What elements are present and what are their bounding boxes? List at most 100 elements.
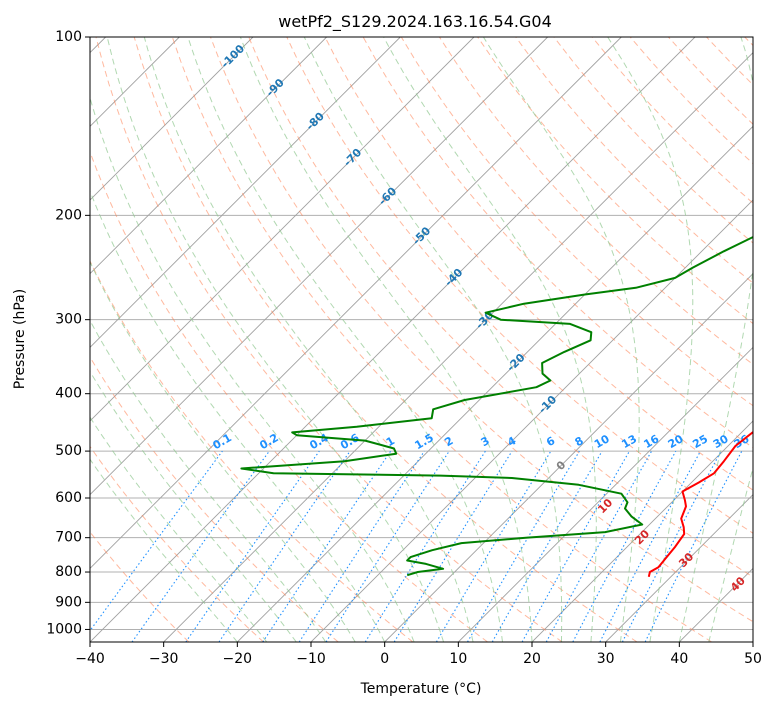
dry-adiabat bbox=[90, 356, 339, 642]
isotherm-label: -50 bbox=[410, 224, 433, 247]
isotherm-label: -10 bbox=[536, 393, 559, 416]
dry-adiabat bbox=[210, 37, 753, 623]
moist-adiabat bbox=[143, 37, 474, 642]
dry-adiabat bbox=[90, 531, 190, 642]
mixing-ratio-line bbox=[599, 450, 701, 642]
isotherm-line bbox=[90, 37, 622, 569]
mixing-ratio-line bbox=[644, 450, 743, 642]
x-tick-label: −30 bbox=[149, 651, 179, 667]
plot-frame bbox=[89, 36, 754, 643]
y-tick-label: 1000 bbox=[46, 621, 82, 637]
mixing-ratio-label: 8 bbox=[573, 434, 586, 449]
mixing-ratio-label: 13 bbox=[619, 432, 639, 451]
dry-adiabat bbox=[286, 37, 753, 534]
isotherm-line bbox=[679, 567, 753, 642]
mixing-ratio-label: 0.4 bbox=[307, 431, 331, 452]
mixing-ratio-line bbox=[325, 450, 450, 642]
dry-adiabat bbox=[706, 37, 753, 86]
mixing-ratio-line bbox=[185, 450, 320, 642]
isotherm-line bbox=[163, 52, 753, 642]
dewpoint-profile bbox=[240, 235, 753, 577]
y-tick-label: 400 bbox=[55, 386, 82, 402]
moist-adiabat bbox=[239, 37, 533, 642]
moist-adiabat bbox=[607, 37, 694, 642]
y-tick-label: 600 bbox=[55, 490, 82, 506]
mixing-ratio-line bbox=[572, 450, 677, 642]
mixing-ratio-line bbox=[90, 450, 223, 632]
isotherm-label: -20 bbox=[504, 351, 527, 374]
x-tick-label: 40 bbox=[670, 651, 688, 667]
mixing-ratio-line bbox=[218, 450, 351, 642]
isotherm-label: -70 bbox=[341, 146, 364, 169]
moist-adiabat bbox=[90, 416, 268, 642]
moist-adiabat bbox=[90, 458, 238, 642]
mixing-ratio-label: 30 bbox=[711, 432, 731, 451]
y-tick-label: 800 bbox=[55, 564, 82, 580]
background-lines bbox=[90, 37, 753, 642]
x-tick-label: 20 bbox=[523, 651, 541, 667]
mixing-ratio-line bbox=[545, 450, 653, 642]
moist-adiabat bbox=[90, 96, 415, 642]
y-tick-label: 100 bbox=[55, 29, 82, 45]
y-axis-label: Pressure (hPa) bbox=[12, 289, 28, 389]
profiles bbox=[240, 235, 753, 578]
dry-adiabat bbox=[90, 445, 264, 642]
isotherm-line bbox=[752, 641, 753, 642]
temperature-profile bbox=[647, 430, 753, 578]
isotherm-line bbox=[90, 37, 696, 642]
x-axis-label: Temperature (°C) bbox=[360, 681, 482, 697]
moist-adiabat bbox=[90, 189, 386, 642]
dry-adiabat bbox=[553, 37, 753, 244]
isotherm-line bbox=[90, 37, 401, 348]
y-tick-label: 900 bbox=[55, 594, 82, 610]
mixing-ratio-label: 0.1 bbox=[210, 431, 233, 452]
y-tick-label: 700 bbox=[55, 530, 82, 546]
isotherm-line bbox=[605, 494, 753, 642]
x-axis: −40 −30 −20 −10 0 10 20 30 40 50 bbox=[75, 642, 762, 667]
dry-adiabat bbox=[95, 37, 563, 642]
isotherm-label: -90 bbox=[264, 76, 287, 99]
mixing-ratio-line bbox=[131, 450, 270, 642]
x-tick-label: 30 bbox=[597, 651, 615, 667]
moist-adiabat-label: 10 bbox=[595, 496, 615, 516]
x-tick-label: −40 bbox=[75, 651, 105, 667]
moist-adiabat bbox=[90, 319, 327, 642]
isotherm-label: -60 bbox=[376, 184, 399, 207]
x-tick-label: −20 bbox=[223, 651, 253, 667]
x-tick-label: 10 bbox=[449, 651, 467, 667]
isotherm-line bbox=[237, 125, 753, 642]
y-tick-label: 500 bbox=[55, 443, 82, 459]
mixing-ratio-line bbox=[521, 450, 630, 642]
dry-adiabat bbox=[171, 37, 712, 642]
moist-adiabat bbox=[90, 370, 297, 642]
mixing-ratio-label: 0.6 bbox=[338, 431, 362, 452]
mixing-ratio-label: 1.5 bbox=[413, 431, 436, 452]
moist-adiabat bbox=[678, 37, 753, 642]
mixing-ratio-label: 6 bbox=[544, 434, 557, 449]
mixing-ratio-label: 0.2 bbox=[257, 431, 280, 452]
y-tick-label: 200 bbox=[55, 207, 82, 223]
isotherm-line bbox=[384, 273, 753, 642]
mixing-ratio-line bbox=[262, 450, 392, 642]
isotherm-line bbox=[310, 199, 753, 642]
isotherm-label: -40 bbox=[442, 266, 465, 289]
dry-adiabat bbox=[515, 37, 753, 284]
moist-adiabat bbox=[106, 37, 445, 642]
x-tick-label: −10 bbox=[296, 651, 326, 667]
moist-adiabat bbox=[482, 37, 640, 642]
mixing-ratio-line bbox=[393, 450, 513, 642]
dry-adiabat bbox=[90, 150, 488, 642]
moist-adiabat bbox=[383, 37, 597, 642]
isotherm-line bbox=[531, 420, 753, 642]
mixing-ratio-label: 20 bbox=[666, 432, 686, 451]
dry-adiabat bbox=[90, 259, 414, 642]
y-axis: 100 200 300 400 500 600 700 800 900 1000 bbox=[46, 29, 90, 637]
x-tick-label: 0 bbox=[380, 651, 389, 667]
isotherm-label: -100 bbox=[219, 42, 248, 71]
isotherm-line bbox=[90, 37, 548, 496]
isotherm-line bbox=[458, 346, 753, 642]
moist-adiabat-label: 40 bbox=[728, 574, 748, 594]
mixing-ratio-label: 16 bbox=[641, 432, 661, 451]
x-tick-label: 50 bbox=[744, 651, 762, 667]
